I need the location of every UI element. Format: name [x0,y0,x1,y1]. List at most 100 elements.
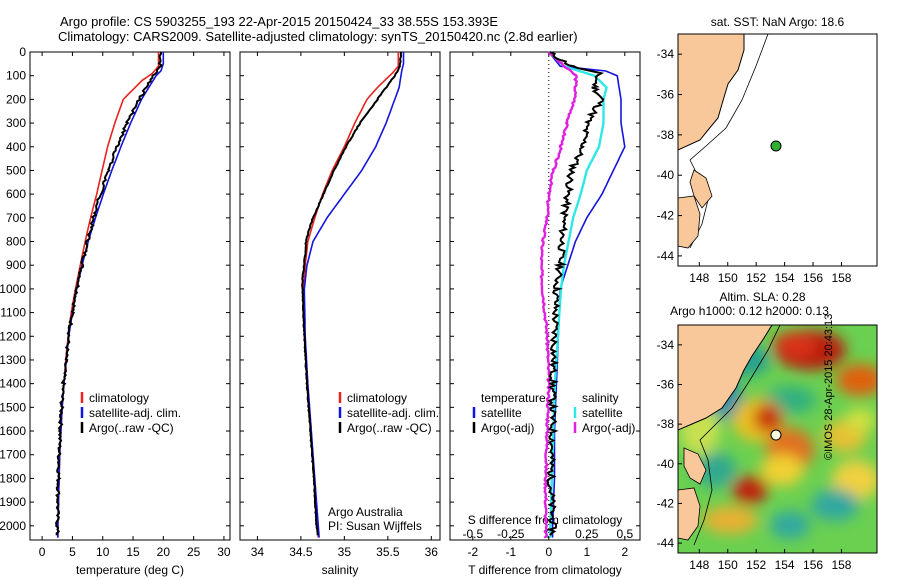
sla-map-title-line1: Altim. SLA: 0.28 [719,290,805,304]
sst-y-tick-label: -40 [657,168,675,182]
sla-anomaly [760,454,804,486]
x-tick-label: 36 [425,545,439,559]
sla-y-tick-label: -38 [657,417,675,431]
sla-anomaly [770,511,810,539]
climatology-line [302,52,400,538]
sla-land [678,325,773,431]
y-tick-label: 1800 [0,471,26,485]
sla-anomaly [732,476,768,504]
s-argo-diff-line [539,51,579,539]
y-tick-label: 800 [6,235,26,249]
x-tick-label: 10 [96,545,110,559]
panel-frame [239,51,441,541]
diff-legend-label: satellite [582,406,623,420]
credit-text: ©IMOS 28-Apr-2015 20:43:13 [823,313,835,460]
y-tick-label: 1100 [0,306,26,320]
x-tick-label: 20 [157,545,171,559]
x-tick-label: -2 [467,545,478,559]
y-tick-label: 1700 [0,448,26,462]
y-tick-label: 200 [6,92,26,106]
y-tick-label: 1300 [0,353,26,367]
sla-y-tick-label: -34 [657,338,675,352]
x-tick-label: 15 [126,545,140,559]
x-axis-label: temperature (deg C) [76,563,184,577]
sst-map-title: sat. SST: NaN Argo: 18.6 [711,15,845,29]
sla-anomaly [844,408,876,432]
y-tick-label: 1900 [0,495,26,509]
sla-argo-marker [770,429,782,441]
sst-y-tick-label: -34 [657,47,675,61]
sla-map-frame [677,324,878,554]
sla-anomaly [811,489,859,521]
x-tick-label: 5 [69,545,76,559]
y-tick-label: 1500 [0,400,26,414]
y-tick-label: 1200 [0,329,26,343]
sal-legend-label: satellite-adj. clim. [347,406,439,420]
sst-y-tick-label: -44 [657,249,675,263]
sla-x-tick-label: 158 [831,558,851,572]
y-tick-label: 2000 [0,519,26,533]
sal-legend-label: climatology [347,391,407,405]
sst-x-tick-label: 148 [689,271,709,285]
sla-y-tick-label: -36 [657,377,675,391]
legend-title-salinity: salinity [582,391,619,405]
sal-legend-label: Argo(..raw -QC) [347,421,432,435]
chart-title-line2: Climatology: CARS2009. Satellite-adjuste… [58,29,578,44]
sla-x-tick-label: 152 [746,558,766,572]
y-tick-label: 400 [6,140,26,154]
sst-isobath [689,33,769,249]
climatology-line [57,52,160,538]
y-tick-label: 700 [6,211,26,225]
sla-anomaly [702,506,758,534]
sla-x-tick-label: 148 [689,558,709,572]
sst-argo-marker [770,140,782,152]
t-argo-diff-line [546,51,605,536]
sst-map-frame [677,33,878,267]
x-tick-label: 34 [251,545,265,559]
s-tick-label: 0.5 [616,527,633,541]
sla-anomaly [836,364,877,396]
x-tick-label: 30 [217,545,231,559]
panel-frame [449,51,641,541]
sst-x-tick-label: 156 [803,271,823,285]
sla-map-title-line2: Argo h1000: 0.12 h2000: 0.13 [670,304,829,318]
sst-y-tick-label: -36 [657,88,675,102]
temp-legend-label: climatology [89,391,149,405]
sla-isobath [693,325,781,546]
y-tick-label: 100 [6,69,26,83]
sla-anomaly [773,331,817,359]
x-tick-label: 0 [545,545,552,559]
sla-anomaly [696,452,736,488]
y-tick-label: 300 [6,116,26,130]
x-tick-label: 35 [338,545,352,559]
x-tick-label: 34.5 [289,545,313,559]
x-tick-label: 2 [621,545,628,559]
sla-y-tick-label: -40 [657,457,675,471]
y-tick-label: 500 [6,163,26,177]
y-tick-label: 600 [6,187,26,201]
sst-x-tick-label: 154 [775,271,795,285]
s-tick-label: -0.25 [497,527,525,541]
sst-land [677,33,745,151]
x-tick-label: -1 [505,545,516,559]
argo-line [55,51,164,536]
sla-map-field [678,325,877,553]
y-tick-label: 0 [19,45,26,59]
x-axis-label: T difference from climatology [468,563,622,577]
sla-anomaly [754,404,782,432]
chart-title-line1: Argo profile: CS 5903255_193 22-Apr-2015… [60,14,499,29]
temp-legend-label: Argo(..raw -QC) [89,421,174,435]
sst-y-tick-label: -42 [657,209,675,223]
x-tick-label: 35.5 [376,545,400,559]
sst-x-tick-label: 152 [746,271,766,285]
sst-island [689,169,713,209]
sla-tasmania [678,487,701,541]
s-tick-label: 0 [545,527,552,541]
x-tick-label: 0 [39,545,46,559]
sst-x-tick-label: 158 [831,271,851,285]
diff-legend-label: satellite [481,406,522,420]
sst-y-tick-label: -38 [657,128,675,142]
sla-island [683,447,707,485]
panel-frame [29,51,231,541]
